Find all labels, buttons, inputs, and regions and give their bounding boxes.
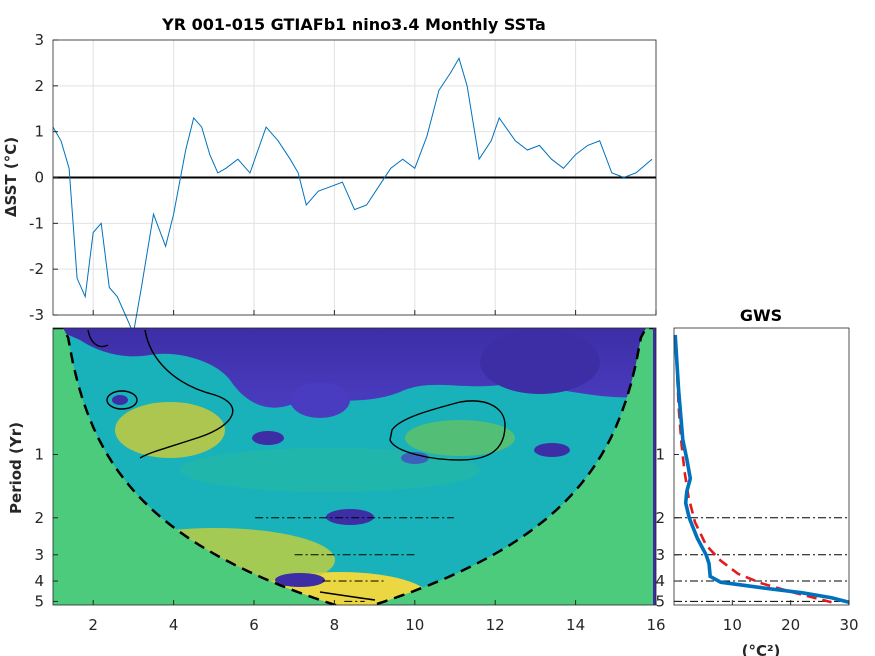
gws-title: GWS <box>740 306 782 325</box>
sst-ytick-label: -2 <box>29 260 44 278</box>
wavelet-xtick-label: 12 <box>486 616 505 634</box>
significance-contour <box>319 591 376 601</box>
wavelet-xtick-label: 2 <box>88 616 98 634</box>
wavelet-low <box>480 330 600 394</box>
gws-axes-box <box>673 327 850 606</box>
wavelet-low <box>252 431 284 445</box>
wavelet-peak <box>180 448 480 492</box>
wavelet-ytick-label: 5 <box>34 592 44 610</box>
wavelet-low <box>401 452 429 464</box>
gws-significance-line <box>674 344 832 604</box>
wavelet-low <box>290 382 350 418</box>
sst-title: YR 001-015 GTIAFb1 nino3.4 Monthly SSTa <box>161 15 546 34</box>
sst-ytick-label: 0 <box>34 169 44 187</box>
sst-ytick-label: 3 <box>34 31 44 49</box>
sst-ytick-label: 1 <box>34 123 44 141</box>
sst-ytick-label: -3 <box>29 306 44 324</box>
sst-y-ticks: 3 2 1 0 -1 -2 -3 <box>29 31 657 324</box>
wavelet-axes-box <box>52 327 657 606</box>
gws-ticks: 10 20 30 1 2 3 4 5 <box>655 446 858 634</box>
gws-xtick-label: 10 <box>723 616 742 634</box>
reference-period-lines <box>255 517 454 602</box>
gws-ytick-label: 4 <box>655 572 665 590</box>
wavelet-xtick-label: 16 <box>646 616 665 634</box>
gws-xlabel: (°C²) <box>742 642 781 656</box>
wavelet-peak <box>115 402 225 458</box>
wavelet-ytick-label: 2 <box>34 509 44 527</box>
wavelet-ylabel: Period (Yr) <box>7 422 25 514</box>
wavelet-low <box>326 509 374 525</box>
gws-xtick-label: 20 <box>781 616 800 634</box>
wavelet-peak <box>405 420 515 456</box>
wavelet-low <box>534 443 570 457</box>
wavelet-ytick-label: 3 <box>34 546 44 564</box>
significance-contour <box>139 329 234 459</box>
wavelet-xtick-label: 4 <box>169 616 179 634</box>
gws-ytick-label: 3 <box>655 546 665 564</box>
wavelet-xtick-label: 6 <box>249 616 259 634</box>
wavelet-xtick-label: 10 <box>405 616 424 634</box>
gws-ytick-label: 1 <box>655 446 665 464</box>
gws-ytick-label: 2 <box>655 509 665 527</box>
wavelet-low <box>112 395 128 405</box>
wavelet-low <box>275 573 325 587</box>
gws-ytick-label: 5 <box>655 592 665 610</box>
wavelet-xtick-label: 8 <box>330 616 340 634</box>
cone-of-influence <box>53 328 656 605</box>
significance-contour <box>106 390 138 410</box>
gws-panel: GWS 10 20 30 1 2 3 4 5 (°C²) <box>655 306 858 656</box>
wavelet-xtick-label: 14 <box>566 616 585 634</box>
sst-series-line <box>52 57 653 336</box>
sst-ytick-label: -1 <box>29 214 44 232</box>
gws-reference-lines <box>674 517 849 602</box>
wavelet-ytick-label: 1 <box>34 446 44 464</box>
sst-ylabel: ΔSST (°C) <box>2 137 20 217</box>
significance-contour <box>87 329 109 348</box>
wavelet-ytick-label: 4 <box>34 572 44 590</box>
gws-xtick-label: 30 <box>839 616 858 634</box>
sst-panel: YR 001-015 GTIAFb1 nino3.4 Monthly SSTa … <box>2 15 657 336</box>
gws-power-line <box>673 334 850 605</box>
significance-contour <box>389 400 506 461</box>
sst-ytick-label: 2 <box>34 77 44 95</box>
wavelet-edge-strip <box>653 328 656 605</box>
